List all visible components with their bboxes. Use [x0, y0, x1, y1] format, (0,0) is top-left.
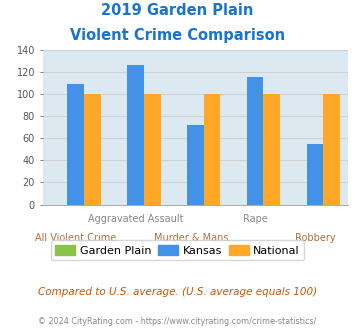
- Text: Murder & Mans...: Murder & Mans...: [153, 233, 237, 243]
- Bar: [67, 84, 84, 205]
- Text: All Violent Crime: All Violent Crime: [35, 233, 116, 243]
- Bar: [323, 94, 340, 205]
- Text: Robbery: Robbery: [295, 233, 335, 243]
- Bar: [263, 94, 280, 205]
- Text: Violent Crime Comparison: Violent Crime Comparison: [70, 28, 285, 43]
- Text: Compared to U.S. average. (U.S. average equals 100): Compared to U.S. average. (U.S. average …: [38, 287, 317, 297]
- Bar: [144, 94, 160, 205]
- Text: © 2024 CityRating.com - https://www.cityrating.com/crime-statistics/: © 2024 CityRating.com - https://www.city…: [38, 317, 317, 326]
- Bar: [187, 125, 204, 205]
- Text: Aggravated Assault: Aggravated Assault: [88, 214, 183, 224]
- Bar: [127, 65, 144, 205]
- Bar: [307, 144, 323, 205]
- Bar: [84, 94, 101, 205]
- Text: 2019 Garden Plain: 2019 Garden Plain: [101, 3, 254, 18]
- Text: Rape: Rape: [243, 214, 268, 224]
- Bar: [204, 94, 220, 205]
- Legend: Garden Plain, Kansas, National: Garden Plain, Kansas, National: [51, 241, 304, 260]
- Bar: [247, 77, 263, 205]
